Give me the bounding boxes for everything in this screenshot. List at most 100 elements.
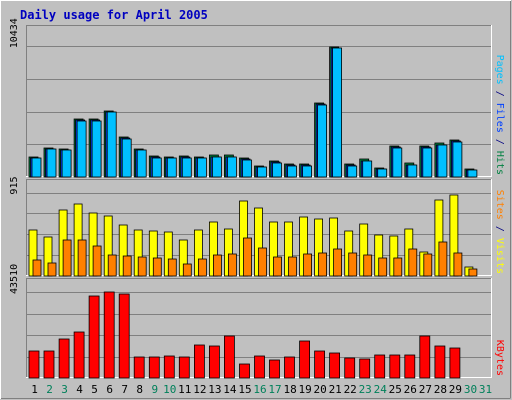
bar-pages-day-17 [272,162,282,178]
bar-pages-day-19 [302,165,313,178]
x-axis: 1 2 3 4 5 6 7 8 9 10 11 12 13 14 15 16 17 18 19 20 21 22 23 24 2… [31,383,492,396]
bar-sites-day-16 [258,247,267,277]
bar-kbytes-day-15 [239,363,250,379]
bar-kbytes-day-9 [148,356,160,379]
bar-sites-day-6 [107,254,117,277]
x-tick-label-15: 15 [238,383,251,396]
bar-sites-day-23 [363,254,373,277]
bar-kbytes-day-16 [254,355,265,379]
legend-part: Pages [494,55,505,85]
bar-kbytes-day-28 [434,345,446,379]
bar-sites-day-4 [77,239,87,277]
x-tick-label-6: 6 [106,383,113,396]
bar-kbytes-day-29 [449,347,461,379]
bar-pages-day-12 [196,157,207,178]
bar-kbytes-day-5 [88,295,100,379]
bar-kbytes-day-7 [118,293,130,379]
bar-pages-day-16 [257,166,267,178]
bar-sites-day-8 [137,256,147,277]
x-tick-label-12: 12 [193,383,206,396]
bar-sites-day-2 [47,262,57,277]
bar-kbytes-day-18 [284,356,295,379]
x-tick-label-18: 18 [283,383,296,396]
bar-kbytes-day-4 [73,331,85,379]
bar-kbytes-day-3 [58,338,70,379]
bar-pages-day-28 [437,144,448,178]
x-tick-label-11: 11 [178,383,191,396]
bar-kbytes-day-24 [374,354,386,379]
bar-kbytes-day-23 [359,358,371,379]
x-tick-label-22: 22 [344,383,357,396]
bar-kbytes-day-26 [404,354,416,379]
bar-kbytes-day-1 [28,350,40,379]
bar-pages-day-23 [362,160,373,178]
x-tick-label-5: 5 [91,383,98,396]
x-tick-label-9: 9 [151,383,158,396]
bar-sites-day-17 [273,256,282,277]
bar-sites-day-13 [212,254,222,277]
bar-sites-day-1 [32,259,42,277]
x-tick-label-16: 16 [253,383,266,396]
panel-background [26,25,492,177]
bar-sites-day-26 [408,248,418,277]
bar-sites-day-7 [122,255,132,277]
bar-kbytes-day-17 [269,359,280,379]
x-tick-label-19: 19 [298,383,311,396]
bar-pages-day-3 [61,149,72,178]
legend-part: / [494,220,505,238]
bar-sites-day-10 [167,258,177,277]
bar-pages-day-8 [136,149,147,178]
bar-pages-day-21 [332,47,343,178]
bar-sites-day-27 [423,253,433,277]
x-tick-label-29: 29 [449,383,462,396]
bar-pages-day-1 [31,157,42,178]
x-tick-label-21: 21 [329,383,342,396]
y-max-label: 10434 [9,18,20,48]
bar-kbytes-day-6 [103,291,115,379]
bar-pages-day-15 [242,159,252,178]
bar-pages-day-6 [106,111,117,178]
legend-part: Visits [494,238,505,274]
bar-sites-day-11 [182,263,192,277]
legend-part: Files [494,103,505,133]
x-tick-label-25: 25 [389,383,402,396]
x-tick-label-7: 7 [121,383,128,396]
bar-sites-day-28 [438,241,448,277]
bar-pages-day-22 [347,165,358,178]
bar-sites-day-21 [333,248,343,277]
panel-middle: 915 Sites / Visits [9,177,505,277]
bar-pages-day-25 [392,147,403,178]
legend-part: Sites [494,190,505,220]
x-tick-label-2: 2 [46,383,53,396]
bar-pages-day-29 [452,141,463,178]
bar-pages-day-24 [377,168,388,178]
legend-part: / [494,133,505,151]
legend-part: / [494,85,505,103]
bar-kbytes-day-2 [43,350,55,379]
panel-legend: Sites / Visits [494,190,505,274]
bar-sites-day-3 [62,239,72,277]
x-tick-label-3: 3 [61,383,68,396]
bar-kbytes-day-19 [299,340,311,379]
bar-pages-day-20 [317,104,328,178]
bar-sites-day-18 [288,256,297,277]
bar-kbytes-day-14 [223,335,235,379]
bar-sites-day-19 [303,253,313,277]
bar-sites-day-5 [92,245,102,277]
bar-sites-day-25 [393,257,403,277]
bar-kbytes-day-21 [329,352,341,379]
bar-kbytes-day-13 [208,345,220,379]
x-tick-label-24: 24 [374,383,388,396]
x-tick-label-28: 28 [434,383,447,396]
bar-pages-day-2 [46,148,57,178]
bar-kbytes-day-27 [419,335,431,379]
bar-sites-day-15 [243,237,252,277]
x-tick-label-17: 17 [268,383,281,396]
bar-kbytes-day-25 [389,354,401,379]
bar-pages-day-9 [151,157,162,178]
bar-kbytes-day-22 [344,357,356,379]
bar-kbytes-day-11 [178,356,190,379]
panel-top: 10434 Pages / Files / Hits [9,18,505,178]
bar-sites-day-30 [468,268,478,277]
